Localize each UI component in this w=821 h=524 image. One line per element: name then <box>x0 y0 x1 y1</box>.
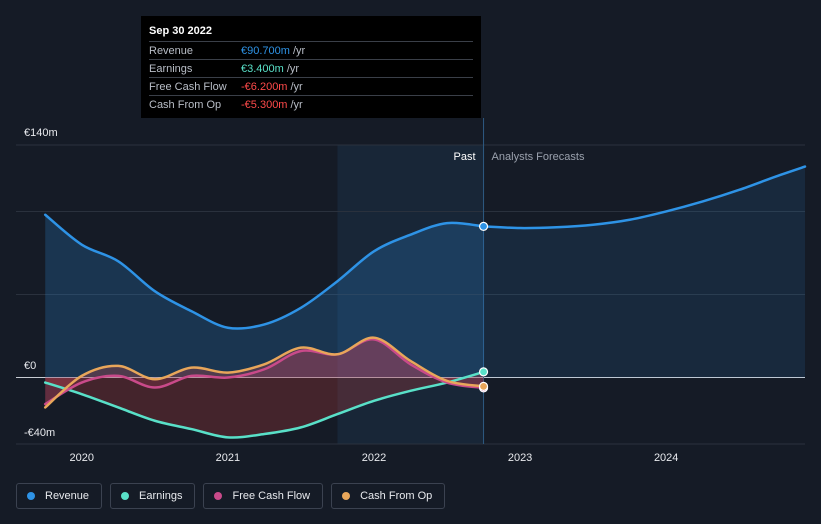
x-tick-label: 2024 <box>654 452 678 464</box>
tooltip-unit: /yr <box>290 98 303 111</box>
forecast-label: Analysts Forecasts <box>492 151 585 163</box>
cash-from-op-dot-icon <box>342 492 351 500</box>
tooltip-label: Free Cash Flow <box>149 80 227 93</box>
tooltip-row-revenue: Revenue €90.700m /yr <box>149 41 473 59</box>
legend-label: Free Cash Flow <box>232 490 311 502</box>
past-label: Past <box>454 151 476 163</box>
tooltip-label: Revenue <box>149 44 194 57</box>
revenue-forecast-line <box>482 165 807 230</box>
free-cash-flow-area <box>45 339 484 405</box>
revenue-dot-icon <box>27 492 35 500</box>
revenue-forecast-area <box>483 166 805 378</box>
legend-item-earnings[interactable]: Earnings <box>110 483 196 509</box>
tooltip-label: Cash From Op <box>149 98 222 111</box>
revenue-line <box>43 213 485 330</box>
cash-from-op-marker <box>478 381 489 391</box>
tooltip-label: Earnings <box>149 62 193 75</box>
tooltip-value: -€5.300m <box>241 98 288 111</box>
cash-from-op-area <box>45 337 484 408</box>
legend-label: Earnings <box>139 490 183 502</box>
x-tick-label: 2022 <box>362 452 386 464</box>
tooltip-unit: /yr <box>286 62 300 75</box>
free-cash-flow-dot-icon <box>214 492 223 500</box>
legend: Revenue Earnings Free Cash Flow Cash Fro… <box>16 483 446 509</box>
tooltip-value: €3.400m <box>241 62 284 75</box>
x-tick-label: 2020 <box>70 452 94 464</box>
tooltip-row-cash-from-op: Cash From Op -€5.300m /yr <box>149 95 473 113</box>
tooltip-date: Sep 30 2022 <box>149 25 212 37</box>
x-tick-label: 2023 <box>508 452 532 464</box>
revenue-marker <box>478 221 489 231</box>
earnings-line <box>43 370 485 439</box>
legend-label: Cash From Op <box>360 490 433 502</box>
tooltip-row-free-cash-flow: Free Cash Flow -€6.200m /yr <box>149 77 473 95</box>
legend-item-revenue[interactable]: Revenue <box>16 483 103 509</box>
earnings-dot-icon <box>121 492 130 500</box>
cash-from-op-line <box>43 336 485 409</box>
x-tick-label: 2021 <box>216 452 240 464</box>
earnings-marker <box>478 367 489 377</box>
legend-item-free-cash-flow[interactable]: Free Cash Flow <box>203 483 324 509</box>
y-tick-label: -€40m <box>24 427 55 439</box>
y-tick-label: €0 <box>24 360 36 372</box>
tooltip-row-earnings: Earnings €3.400m /yr <box>149 59 473 77</box>
y-tick-label: €140m <box>24 127 58 139</box>
tooltip-value: -€6.200m <box>241 80 288 93</box>
free-cash-flow-line <box>43 338 485 406</box>
tooltip-unit: /yr <box>292 44 306 57</box>
tooltip-value: €90.700m <box>241 44 290 57</box>
legend-item-cash-from-op[interactable]: Cash From Op <box>331 483 446 509</box>
tooltip: Sep 30 2022 Revenue €90.700m /yr Earning… <box>141 16 481 118</box>
legend-label: Revenue <box>45 490 90 502</box>
tooltip-unit: /yr <box>290 80 303 93</box>
